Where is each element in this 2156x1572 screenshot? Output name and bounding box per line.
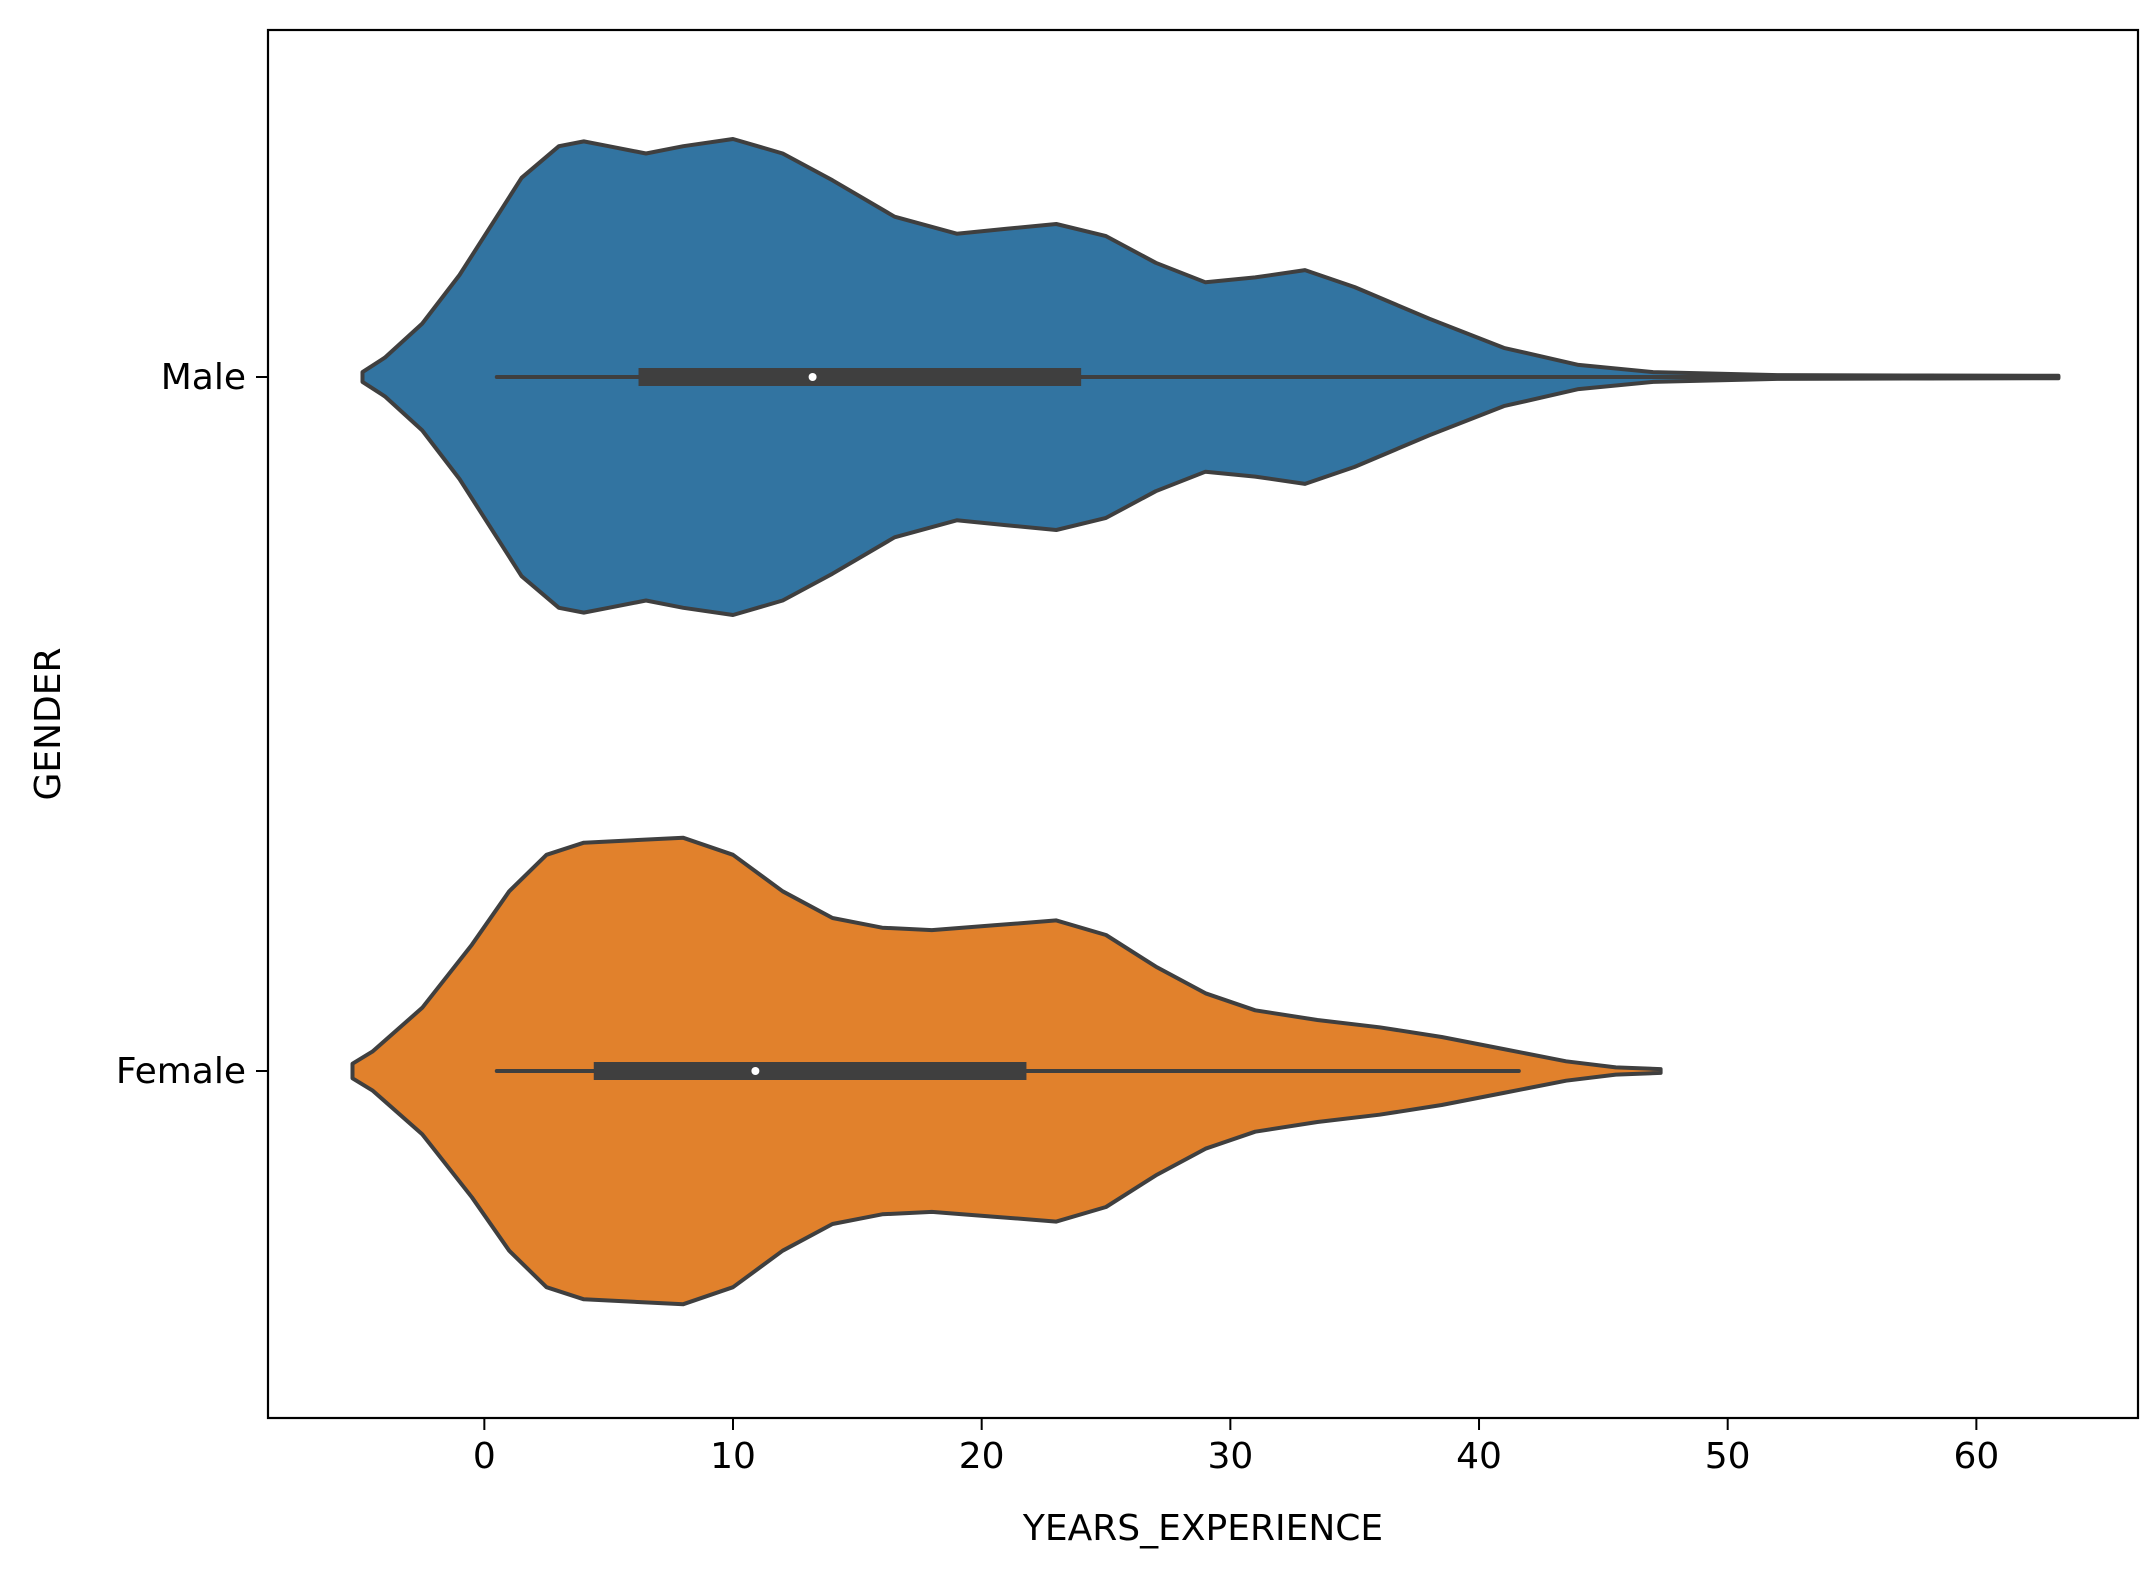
y-axis-ticks: Male Female [116, 357, 268, 1092]
x-tick-label: 50 [1705, 1436, 1751, 1477]
iqr-box-male [638, 368, 1082, 386]
axes-frame [266, 28, 2140, 1420]
x-tick-label: 20 [959, 1436, 1005, 1477]
median-marker-male [808, 373, 817, 381]
plot-area [350, 137, 2061, 1307]
x-tick-label: 0 [473, 1436, 496, 1477]
x-axis-ticks: 0 10 20 30 40 50 60 [473, 1418, 1999, 1477]
y-tick-label-female: Female [116, 1051, 246, 1092]
y-tick-label-male: Male [161, 357, 246, 398]
median-marker-female [751, 1067, 760, 1075]
iqr-box-female [593, 1062, 1027, 1080]
y-axis-label: GENDER [28, 647, 69, 800]
x-tick-label: 10 [710, 1436, 756, 1477]
violin-female [350, 835, 1663, 1307]
x-tick-label: 30 [1207, 1436, 1253, 1477]
x-tick-label: 40 [1456, 1436, 1502, 1477]
x-tick-label: 60 [1953, 1436, 1999, 1477]
violin-male [360, 137, 2061, 617]
x-axis-label: YEARS_EXPERIENCE [1022, 1508, 1383, 1549]
